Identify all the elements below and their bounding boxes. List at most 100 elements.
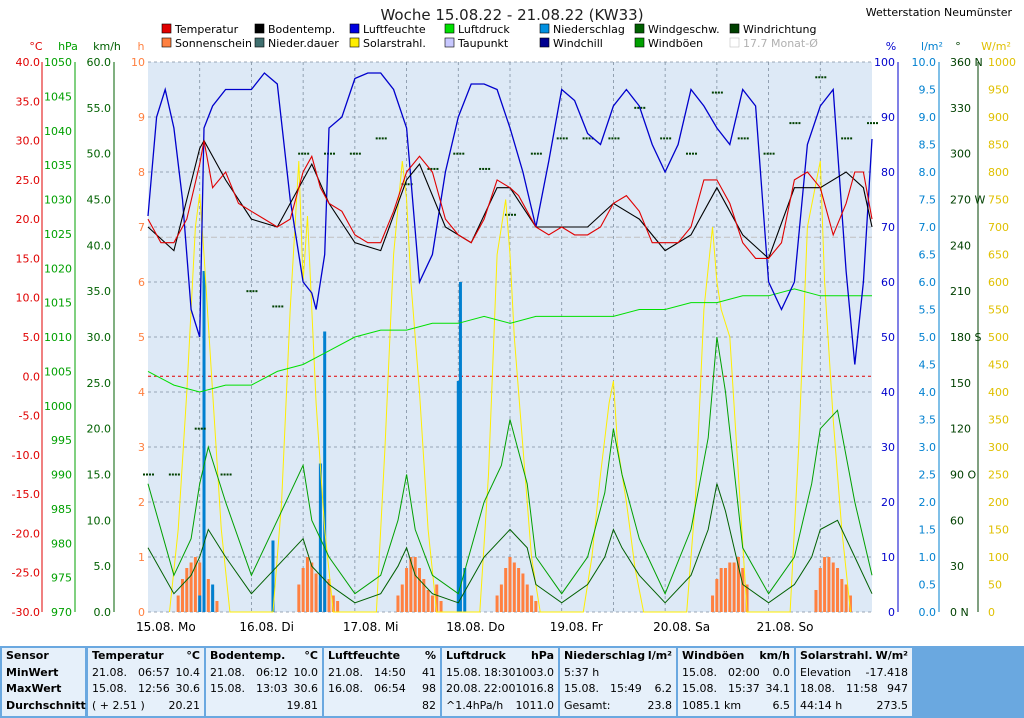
stats-time: 12:56: [138, 682, 170, 695]
rain-bar: [456, 381, 460, 612]
stats-value: -17.418: [865, 665, 908, 679]
stats-value: 30.6: [293, 682, 319, 695]
wind-direction-dot: [766, 152, 769, 155]
axis-tick-rain: 4.0: [919, 386, 937, 399]
legend-swatch: [539, 23, 550, 34]
axis-tick-sun: 8: [138, 166, 145, 179]
wind-direction-dot: [740, 137, 743, 140]
day-label: 18.08. Do: [446, 620, 505, 634]
axis-tick-solar: 500: [988, 331, 1009, 344]
axis-tick-hum: 0: [888, 606, 895, 619]
day-label: 21.08. So: [757, 620, 814, 634]
legend-swatch: [349, 23, 360, 34]
wind-line: [147, 483, 873, 604]
legend-label: Nieder.dauer: [268, 37, 339, 50]
wind-direction-dot: [585, 137, 588, 140]
axis-tick-press: 1020: [44, 262, 72, 275]
rain-bar: [271, 540, 275, 612]
stats-soil: Bodentemp. °C 21.08. 06:12 10.0 15.08. 13:03 30…: [206, 648, 322, 716]
legend-swatch: [634, 37, 645, 48]
wind-direction-dot: [536, 152, 539, 155]
humidity-line: [147, 72, 873, 365]
axis-tick-sun: 5: [138, 331, 145, 344]
axis-unit-hum: %: [886, 40, 896, 53]
legend-label: Windrichtung: [743, 23, 816, 36]
wind-direction-dot: [433, 167, 436, 170]
axis-tick-wind: 50.0: [87, 148, 112, 161]
wind-direction-dot: [663, 137, 666, 140]
axis-tick-rain: 9.0: [919, 111, 937, 124]
axis-tick-sun: 0: [138, 606, 145, 619]
axis-unit-temp: °C: [29, 40, 43, 53]
wind-direction-dot: [795, 122, 798, 125]
legend-swatch: [349, 37, 360, 48]
sunshine-bar: [336, 601, 340, 612]
wind-direction-dot: [637, 106, 640, 109]
wind-direction-dot: [223, 473, 226, 476]
sunshine-bar: [836, 568, 840, 612]
wind-direction-dot: [278, 305, 281, 308]
stats-value: 6.2: [654, 682, 673, 695]
rain-bar: [211, 584, 215, 612]
stats-value: 6.5: [772, 698, 791, 712]
stats-value: 1016.8: [515, 682, 555, 695]
stats-value: 10.4: [175, 665, 201, 679]
stats-head: Niederschlag: [564, 649, 646, 662]
wind-direction-dot: [530, 152, 533, 155]
axis-unit-wind: km/h: [93, 40, 121, 53]
sunshine-bar: [301, 568, 305, 612]
stats-value: 1003.0: [515, 665, 555, 679]
wind-direction-dot: [867, 122, 869, 125]
axis-tick-rain: 3.0: [919, 441, 937, 454]
rain-bar: [198, 595, 202, 612]
stats-unit: W/m²: [875, 649, 908, 662]
sunshine-bar: [215, 601, 219, 612]
axis-tick-wind: 45.0: [87, 194, 112, 207]
wind-direction-dot: [143, 473, 145, 476]
stats-head: Luftfeuchte: [328, 649, 401, 662]
axis-tick-press: 990: [51, 469, 72, 482]
wind-direction-dot: [608, 137, 611, 140]
axis-tick-solar: 0: [988, 606, 995, 619]
sunshine-bar: [198, 562, 202, 612]
sunshine-bar: [504, 568, 508, 612]
stats-time: 15:49: [610, 682, 642, 695]
wind-direction-dot: [533, 152, 536, 155]
wind-direction-dot: [384, 137, 387, 140]
stats-time: 15:37: [728, 682, 760, 695]
sunshine-bar: [297, 584, 301, 612]
wind-direction-dot: [349, 152, 352, 155]
axis-tick-solar: 950: [988, 84, 1009, 97]
stats-date: ( + 2.51 ): [92, 698, 145, 712]
axis-tick-solar: 250: [988, 469, 1009, 482]
sunshine-bar: [418, 568, 421, 612]
wind-direction-dot: [714, 91, 717, 94]
axis-tick-press: 1040: [44, 125, 72, 138]
axis-tick-temp: 0.0: [23, 370, 41, 383]
axis-tick-dir: 60: [950, 514, 964, 527]
legend-label: Luftdruck: [458, 23, 510, 36]
wind-direction-dot: [789, 122, 792, 125]
stats-solar: Solarstrahl. W/m² Elevation -17.418 18.08. 11…: [796, 648, 912, 716]
wind-direction-dot: [304, 152, 307, 155]
wind-direction-dot: [539, 152, 542, 155]
sunshine-bar: [189, 562, 193, 612]
stats-unit: °C: [186, 649, 200, 662]
wind-direction-dot: [485, 167, 488, 170]
axis-tick-rain: 8.5: [919, 139, 937, 152]
stats-date: 15.08.: [446, 665, 481, 679]
wind-direction-dot: [847, 137, 850, 140]
axis-tick-dir: 330: [950, 102, 971, 115]
wind-direction-dot: [177, 473, 180, 476]
wind-direction-dot: [669, 137, 672, 140]
axis-unit-sun: h: [138, 40, 145, 53]
axis-tick-wind: 10.0: [87, 514, 112, 527]
wind-direction-dot: [692, 152, 694, 155]
axis-tick-solar: 150: [988, 524, 1009, 537]
axis-tick-dir: 90 O: [950, 469, 976, 482]
wind-direction-dot: [462, 152, 465, 155]
wind-direction-dot: [459, 152, 462, 155]
sunshine-bar: [844, 584, 848, 612]
axis-tick-hum: 60: [881, 276, 895, 289]
axis-tick-hum: 100: [874, 56, 895, 69]
